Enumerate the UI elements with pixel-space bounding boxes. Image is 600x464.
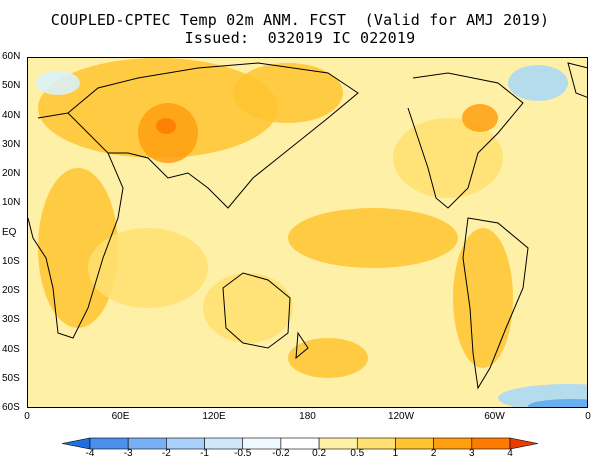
lat-tick-label: 60N xyxy=(2,51,21,62)
colorbar-tick-label: -2 xyxy=(161,448,171,459)
warm-region-central-pacific xyxy=(288,208,458,268)
colorbar-tick-label: 4 xyxy=(507,448,513,459)
colorbar-tick-label: 0.2 xyxy=(312,448,327,459)
colorbar-tick-label: -0.5 xyxy=(234,448,252,459)
colorbar-box xyxy=(433,437,473,450)
warm-region-south-america xyxy=(453,228,513,368)
map-subtitle: Issued: 032019 IC 022019 xyxy=(184,29,416,47)
coast-greenland xyxy=(567,62,587,98)
anomaly-map-svg xyxy=(28,58,587,407)
lat-tick-label: 20N xyxy=(2,168,21,179)
cool-region-arctic xyxy=(36,71,80,95)
lat-tick-label: 10S xyxy=(2,255,20,267)
lon-tick-label: 120W xyxy=(387,411,415,422)
lat-tick-label: 20S xyxy=(2,285,20,296)
warm-region-northeast-asia xyxy=(233,63,343,123)
warm-region-north-atlantic xyxy=(462,104,498,132)
colorbar-tick-label: -1 xyxy=(200,448,209,459)
warm-region-north-america-west xyxy=(393,118,503,198)
map-title: COUPLED-CPTEC Temp 02m ANM. FCST (Valid … xyxy=(50,11,550,29)
lon-tick-label: 0 xyxy=(585,411,591,422)
coast-australia xyxy=(222,272,291,349)
anomaly-map xyxy=(27,57,588,408)
lon-tick-label: 60W xyxy=(484,411,505,422)
warm-region-indian-ocean xyxy=(88,228,208,308)
coast-south-america xyxy=(462,217,529,390)
lon-tick-label: 60E xyxy=(111,411,130,422)
colorbar-box xyxy=(166,437,205,450)
hot-spot-central-asia xyxy=(156,118,176,134)
colorbar xyxy=(61,437,539,450)
lon-tick-label: 120E xyxy=(202,411,226,422)
colorbar-right-arrow xyxy=(509,437,539,450)
coastlines xyxy=(28,62,587,390)
lat-tick-label: EQ xyxy=(2,226,17,238)
colorbar-tick-label: 1 xyxy=(392,448,399,459)
colorbar-tick-label: -0.2 xyxy=(272,448,290,459)
coast-eurasia xyxy=(67,62,359,209)
colorbar-box xyxy=(395,437,434,450)
lat-tick-label: 40S xyxy=(2,343,20,355)
coast-new-zealand xyxy=(295,331,309,360)
colorbar-box xyxy=(89,437,129,450)
cool-region-southern-ocean-strong xyxy=(528,399,587,407)
colorbar-tick-label: -4 xyxy=(85,448,95,459)
colorbar-tick-label: 2 xyxy=(430,448,437,459)
coast-north-america xyxy=(407,72,524,209)
warm-region-australia xyxy=(203,273,293,343)
lon-tick-label: 180 xyxy=(299,411,316,422)
lat-tick-label: 30N xyxy=(2,138,21,150)
anomaly-shading xyxy=(36,58,587,407)
lat-tick-label: 10N xyxy=(2,197,21,209)
colorbar-tick-label: -3 xyxy=(123,448,133,459)
warm-region-south-pacific xyxy=(288,338,368,378)
colorbar-tick-label: 0.5 xyxy=(350,448,365,459)
lat-tick-label: 40N xyxy=(2,109,21,121)
colorbar-box xyxy=(471,437,511,450)
lat-tick-label: 60S xyxy=(2,402,20,413)
lon-tick-label: 0 xyxy=(24,411,30,422)
lat-tick-label: 50S xyxy=(2,372,20,384)
colorbar-box xyxy=(127,437,167,450)
coast-africa xyxy=(28,112,124,339)
lat-tick-label: 50N xyxy=(2,80,21,92)
cool-region-north-atlantic xyxy=(508,65,568,101)
lat-tick-label: 30S xyxy=(2,314,20,326)
colorbar-tick-label: 3 xyxy=(469,448,475,459)
